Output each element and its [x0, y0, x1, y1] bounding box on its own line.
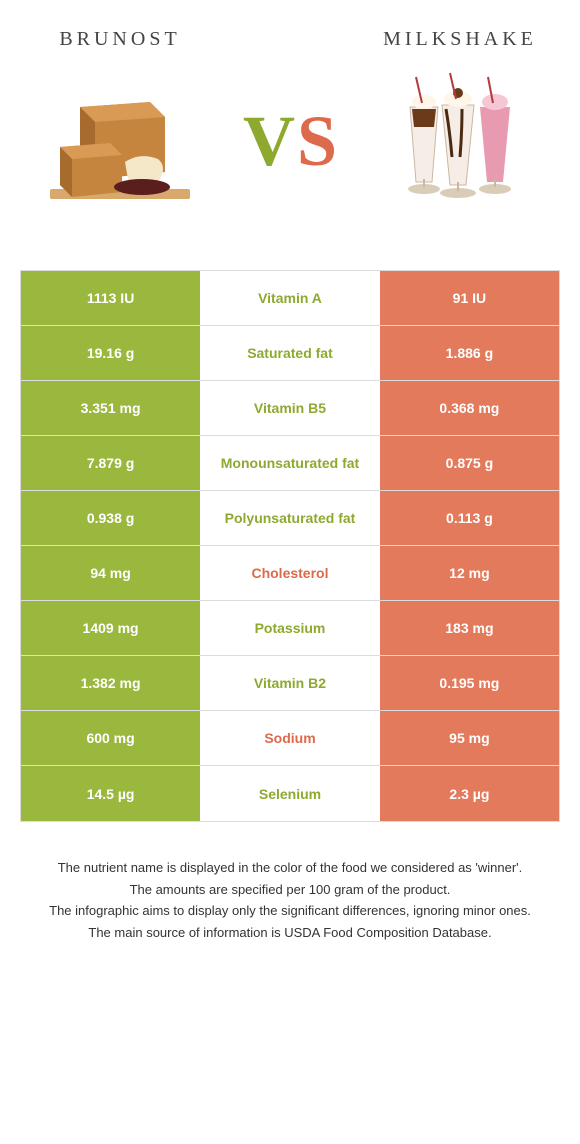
footer-notes: The nutrient name is displayed in the co…: [28, 858, 552, 944]
left-value-cell: 19.16 g: [21, 326, 200, 380]
left-value-cell: 600 mg: [21, 711, 200, 765]
left-value-cell: 1113 IU: [21, 271, 200, 325]
right-value-cell: 0.368 mg: [380, 381, 559, 435]
footer-line: The amounts are specified per 100 gram o…: [28, 880, 552, 900]
left-value-cell: 14.5 µg: [21, 766, 200, 821]
table-row: 0.938 gPolyunsaturated fat0.113 g: [21, 491, 559, 546]
right-value-cell: 95 mg: [380, 711, 559, 765]
left-value-cell: 94 mg: [21, 546, 200, 600]
nutrient-name-cell: Cholesterol: [200, 546, 380, 600]
right-value-cell: 1.886 g: [380, 326, 559, 380]
comparison-header: Brunost V S Milkshake: [0, 0, 580, 240]
right-value-cell: 0.113 g: [380, 491, 559, 545]
right-value-cell: 183 mg: [380, 601, 559, 655]
left-value-cell: 7.879 g: [21, 436, 200, 490]
nutrient-name-cell: Selenium: [200, 766, 380, 821]
right-value-cell: 0.875 g: [380, 436, 559, 490]
left-value-cell: 1409 mg: [21, 601, 200, 655]
nutrient-name-cell: Vitamin A: [200, 271, 380, 325]
footer-line: The infographic aims to display only the…: [28, 901, 552, 921]
comparison-table: 1113 IUVitamin A91 IU19.16 gSaturated fa…: [20, 270, 560, 822]
table-row: 94 mgCholesterol12 mg: [21, 546, 559, 601]
food-right-title: Milkshake: [383, 28, 537, 51]
right-value-cell: 2.3 µg: [380, 766, 559, 821]
brunost-illustration: [40, 67, 200, 207]
footer-line: The main source of information is USDA F…: [28, 923, 552, 943]
vs-letter-v: V: [243, 105, 295, 177]
nutrient-name-cell: Sodium: [200, 711, 380, 765]
left-value-cell: 1.382 mg: [21, 656, 200, 710]
nutrient-name-cell: Polyunsaturated fat: [200, 491, 380, 545]
nutrient-name-cell: Potassium: [200, 601, 380, 655]
nutrient-name-cell: Saturated fat: [200, 326, 380, 380]
milkshake-illustration: [380, 67, 540, 207]
table-row: 600 mgSodium95 mg: [21, 711, 559, 766]
food-left-block: Brunost: [20, 28, 220, 207]
table-row: 19.16 gSaturated fat1.886 g: [21, 326, 559, 381]
nutrient-name-cell: Vitamin B2: [200, 656, 380, 710]
nutrient-name-cell: Vitamin B5: [200, 381, 380, 435]
table-row: 3.351 mgVitamin B50.368 mg: [21, 381, 559, 436]
left-value-cell: 0.938 g: [21, 491, 200, 545]
table-row: 14.5 µgSelenium2.3 µg: [21, 766, 559, 821]
food-right-block: Milkshake: [360, 28, 560, 207]
left-value-cell: 3.351 mg: [21, 381, 200, 435]
right-value-cell: 0.195 mg: [380, 656, 559, 710]
right-value-cell: 12 mg: [380, 546, 559, 600]
table-row: 1.382 mgVitamin B20.195 mg: [21, 656, 559, 711]
right-value-cell: 91 IU: [380, 271, 559, 325]
footer-line: The nutrient name is displayed in the co…: [28, 858, 552, 878]
vs-letter-s: S: [297, 105, 337, 177]
food-left-title: Brunost: [59, 28, 180, 51]
vs-badge: V S: [243, 105, 337, 177]
table-row: 7.879 gMonounsaturated fat0.875 g: [21, 436, 559, 491]
table-row: 1409 mgPotassium183 mg: [21, 601, 559, 656]
table-row: 1113 IUVitamin A91 IU: [21, 271, 559, 326]
nutrient-name-cell: Monounsaturated fat: [200, 436, 380, 490]
